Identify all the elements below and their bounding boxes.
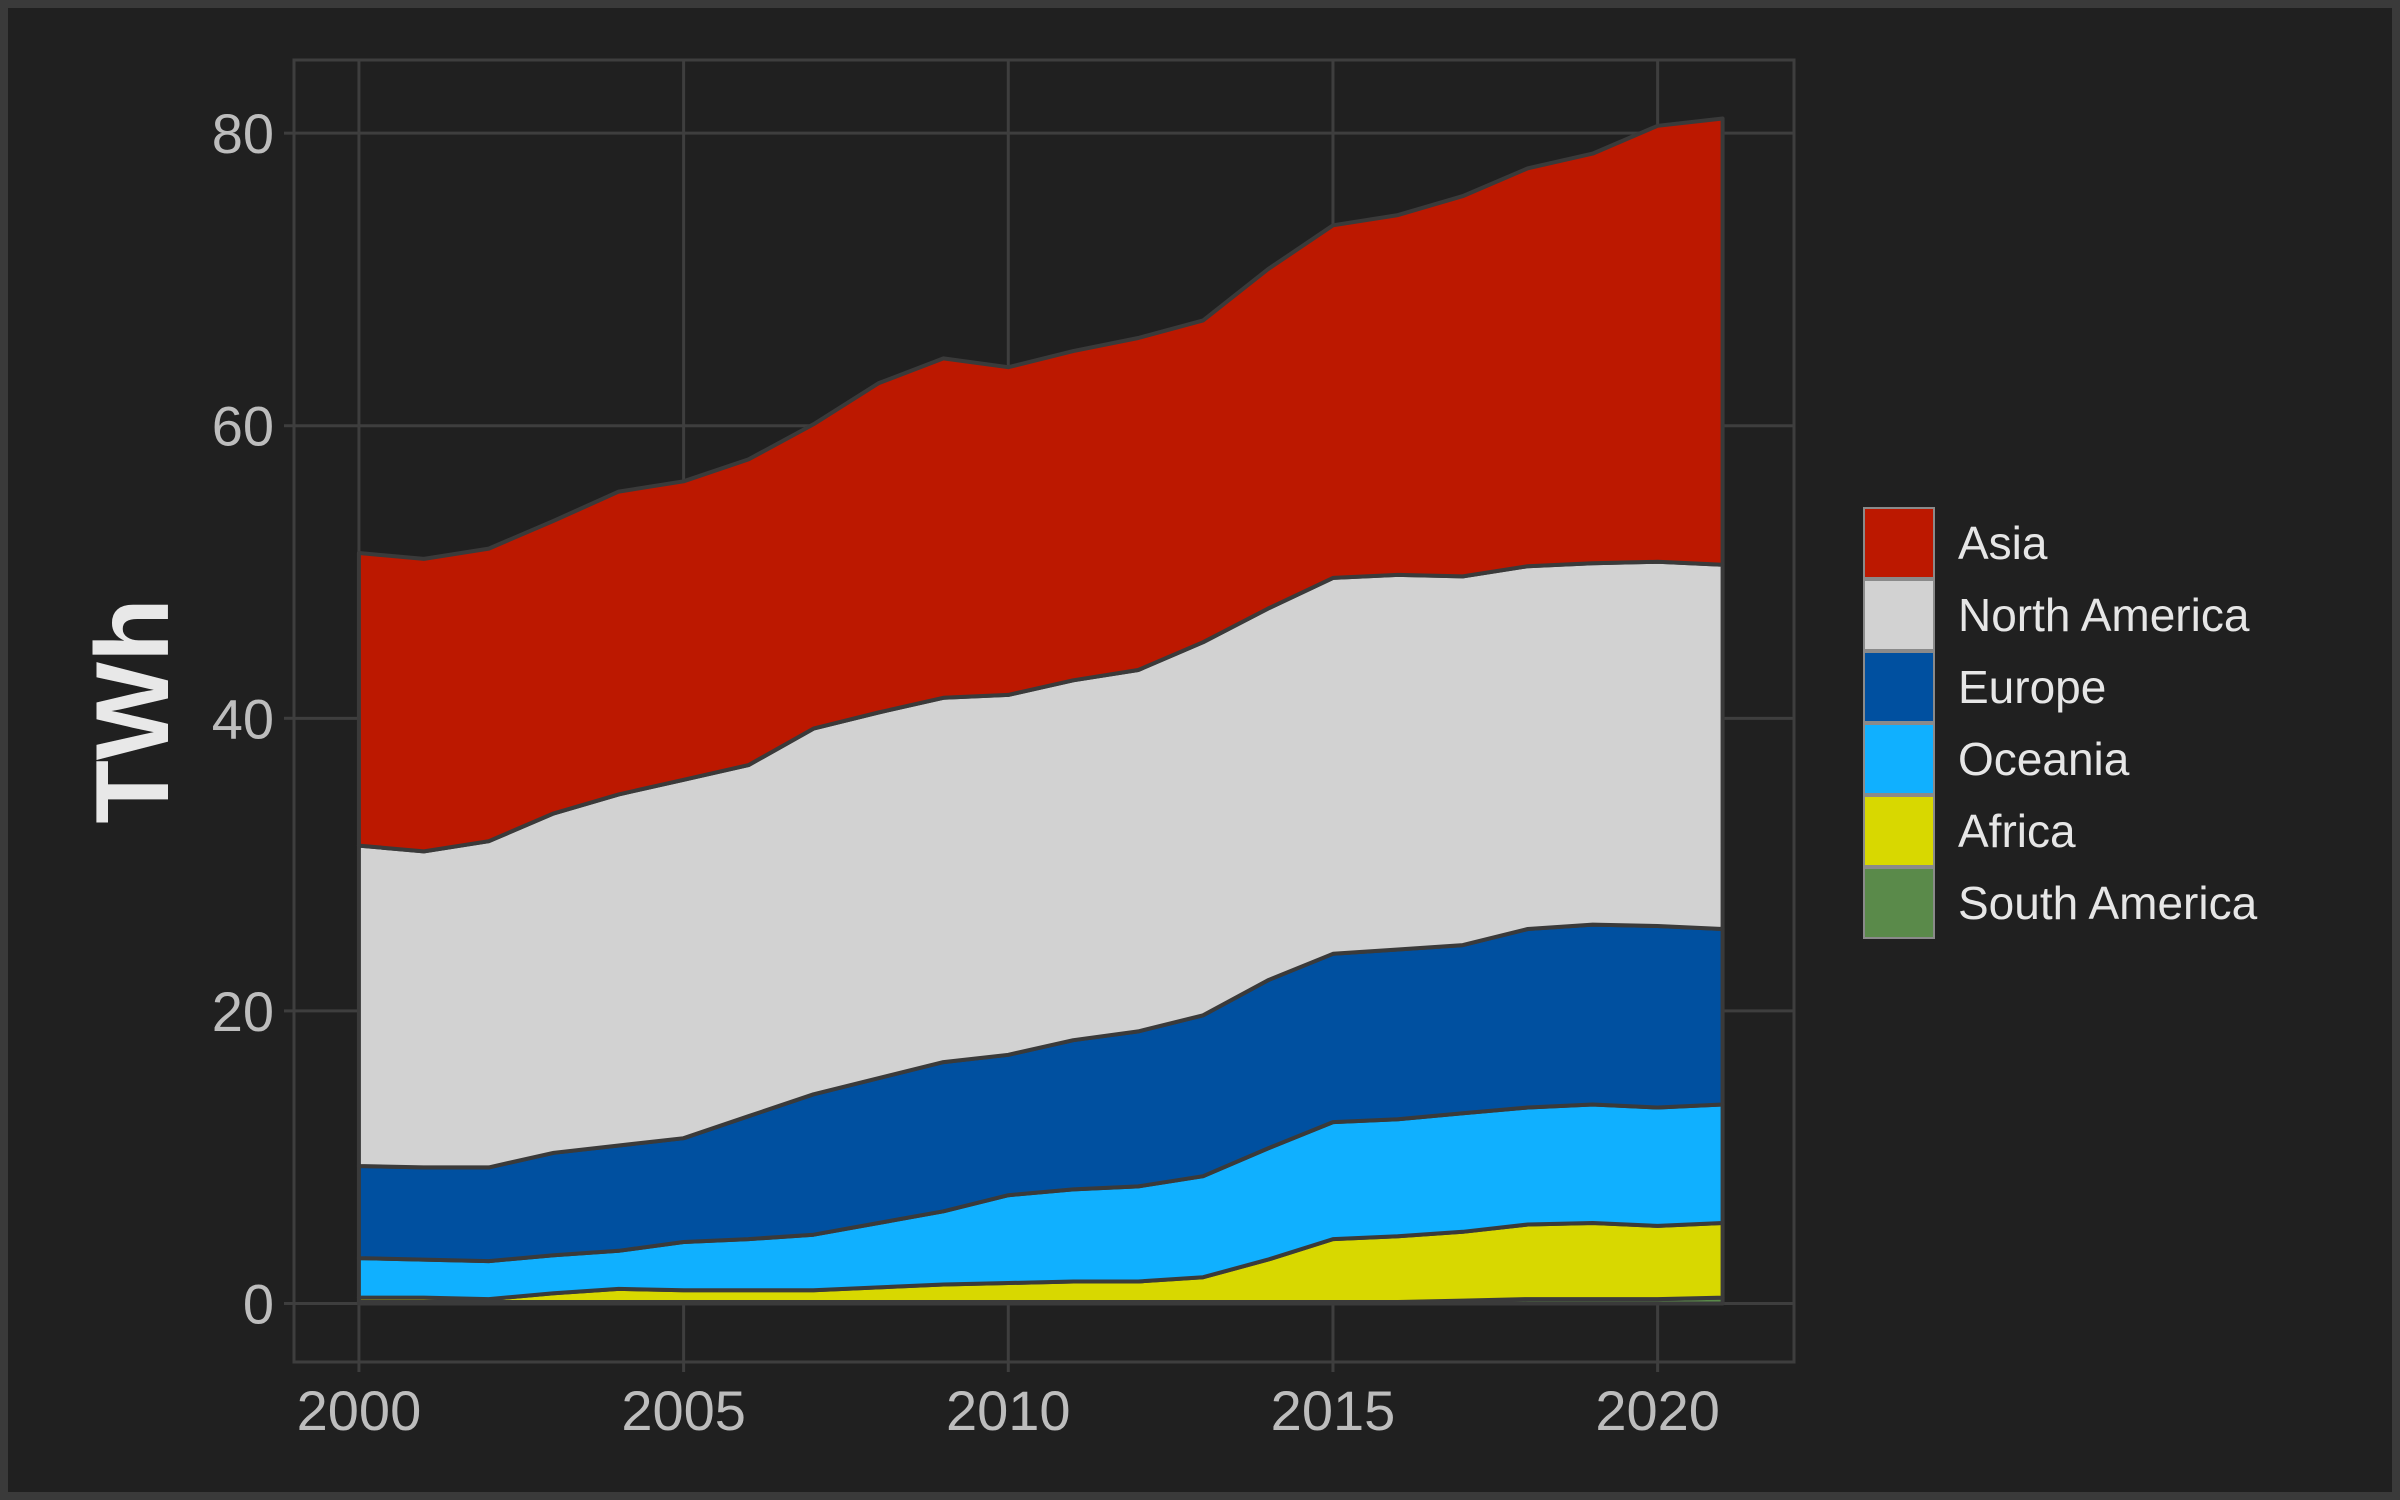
legend-swatch-europe — [1863, 651, 1935, 723]
x-tick-label-2020: 2020 — [1595, 1379, 1720, 1442]
legend-swatch-south-america — [1863, 867, 1935, 939]
legend-swatch-africa — [1863, 795, 1935, 867]
x-tick-label-2010: 2010 — [946, 1379, 1071, 1442]
x-axis: 2000 2005 2010 2015 2020 — [297, 1362, 1720, 1442]
y-tick-label-20: 20 — [212, 980, 274, 1043]
y-axis: 0 20 40 60 80 — [212, 102, 294, 1335]
legend-label-africa: Africa — [1958, 805, 2076, 857]
legend-swatch-oceania — [1863, 723, 1935, 795]
x-tick-label-2015: 2015 — [1271, 1379, 1396, 1442]
y-tick-label-80: 80 — [212, 102, 274, 165]
legend-label-oceania: Oceania — [1958, 733, 2130, 785]
legend-label-europe: Europe — [1958, 661, 2106, 713]
x-tick-label-2005: 2005 — [621, 1379, 746, 1442]
area-series — [356, 116, 1725, 1306]
legend-label-south-america: South America — [1958, 877, 2258, 929]
stacked-area-chart: 2000 2005 2010 2015 2020 0 20 40 60 80 TWh Asia N… — [75, 58, 2258, 1442]
area-asia — [356, 116, 1725, 854]
y-tick-label-40: 40 — [212, 687, 274, 750]
y-tick-label-60: 60 — [212, 395, 274, 458]
legend: Asia North America Europe Oceania Africa Sout… — [1863, 507, 2258, 939]
y-axis-title: TWh — [75, 598, 191, 823]
legend-label-asia: Asia — [1958, 517, 2048, 569]
y-tick-label-0: 0 — [243, 1272, 274, 1335]
x-tick-label-2000: 2000 — [297, 1379, 422, 1442]
legend-label-north-america: North America — [1958, 589, 2250, 641]
legend-swatch-asia — [1863, 507, 1935, 579]
chart-frame: 2000 2005 2010 2015 2020 0 20 40 60 80 TWh Asia N… — [8, 8, 2392, 1492]
legend-swatch-north-america — [1863, 579, 1935, 651]
